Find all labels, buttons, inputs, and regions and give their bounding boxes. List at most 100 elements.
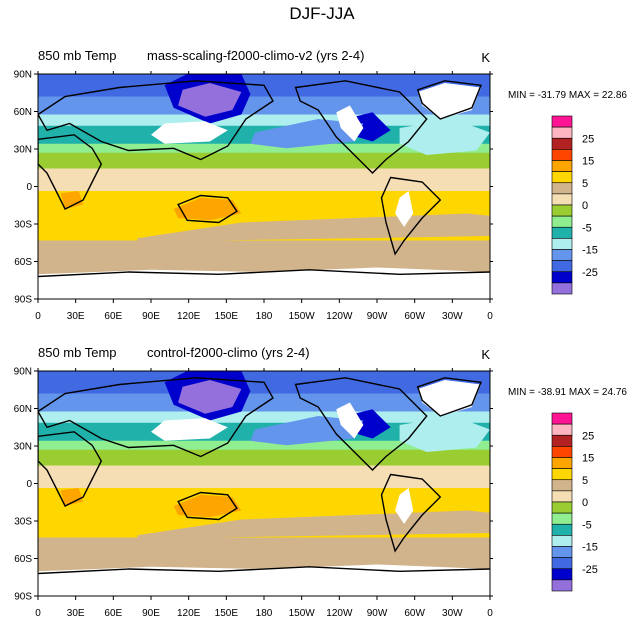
field-npacific-tongue (250, 119, 364, 149)
mask-rockies (336, 105, 364, 142)
contour-field (38, 74, 490, 299)
colorbar-swatch (551, 282, 573, 295)
field-band-green (38, 150, 490, 169)
x-tick-label: 120W (326, 311, 353, 322)
field-natlantic (399, 416, 490, 452)
colorbar-swatch (551, 171, 573, 184)
x-tick-label: 120E (177, 311, 201, 322)
x-tick-label: 90W (367, 608, 388, 619)
colorbar-label: -5 (582, 222, 592, 234)
field-band-green (38, 447, 490, 466)
colorbar-swatch (551, 512, 573, 525)
x-tick-label: 150W (289, 608, 316, 619)
coast-antarctica (38, 269, 490, 278)
colorbar-label: 0 (582, 200, 588, 212)
colorbar-label: 0 (582, 497, 588, 509)
x-tick-label: 120W (326, 608, 353, 619)
colorbar-label: 15 (582, 453, 594, 465)
colorbar-swatch (551, 226, 573, 239)
colorbar-swatch (551, 468, 573, 481)
x-tick-label: 150E (215, 311, 239, 322)
colorbar-swatch (551, 115, 573, 128)
colorbar-label: -25 (582, 267, 598, 279)
colorbar-label: 25 (582, 133, 594, 145)
x-tick-label: 180 (256, 311, 273, 322)
colorbar-label: -15 (582, 542, 598, 554)
colorbar-swatch (551, 126, 573, 139)
coast-eurasia (38, 80, 274, 161)
colorbar-swatch (551, 412, 573, 425)
panel-units-label: K (481, 50, 490, 65)
x-tick-label: 30E (67, 311, 85, 322)
x-tick-label: 0 (487, 608, 493, 619)
field-africa-warm (60, 191, 84, 209)
y-tick-label: 90N (14, 367, 32, 378)
y-tick-label: 30N (14, 145, 32, 156)
coast-greenland (416, 377, 482, 417)
coast-north-america (294, 377, 428, 471)
coast-south-america (380, 176, 442, 256)
x-tick-label: 0 (35, 608, 41, 619)
field-band-cornflower (38, 391, 490, 412)
y-tick-label: 60S (14, 554, 32, 565)
panel-variable-label: 850 mb Temp (38, 48, 117, 63)
y-tick-label: 0 (26, 182, 32, 193)
colorbar-swatch (551, 501, 573, 514)
colorbar-label: 25 (582, 430, 594, 442)
panel-case-label: mass-scaling-f2000-climo-v2 (yrs 2-4) (147, 48, 364, 63)
field-band-lightgreen (38, 141, 490, 153)
colorbar-swatch (551, 579, 573, 592)
colorbar-swatch (551, 260, 573, 273)
colorbar-swatch (551, 249, 573, 261)
x-tick-label: 90E (142, 608, 160, 619)
y-tick-label: 60S (14, 257, 32, 268)
mask-antarctica (38, 564, 490, 596)
colorbar-swatch (551, 238, 573, 250)
colorbar-label: -15 (582, 245, 598, 257)
colorbar-swatch (551, 271, 573, 284)
colorbar-label: -25 (582, 564, 598, 576)
colorbar-swatch (551, 490, 573, 503)
mask-antarctica (38, 267, 490, 299)
x-tick-label: 0 (487, 311, 493, 322)
colorbar-swatch (551, 423, 573, 436)
colorbar-label: 15 (582, 156, 594, 168)
colorbar-swatch (551, 137, 573, 150)
coast-eurasia (38, 377, 274, 458)
y-tick-label: 90N (14, 70, 32, 81)
colorbar-swatch (551, 546, 573, 558)
colorbar-swatch (551, 160, 573, 172)
coast-south-america (380, 473, 442, 553)
main-title: DJF-JJA (289, 4, 355, 23)
x-tick-label: 60E (104, 608, 122, 619)
y-tick-label: 0 (26, 479, 32, 490)
x-tick-label: 60W (404, 311, 425, 322)
colorbar-swatch (551, 479, 573, 492)
field-natlantic (399, 119, 490, 155)
colorbar-swatch (551, 557, 573, 570)
coast-north-america (294, 80, 428, 174)
x-tick-label: 60E (104, 311, 122, 322)
colorbar-label: 5 (582, 178, 588, 190)
x-tick-label: 150E (215, 608, 239, 619)
mask-tibet (151, 121, 228, 144)
panel-case-label: control-f2000-climo (yrs 2-4) (147, 345, 310, 360)
colorbar-swatch (551, 149, 573, 161)
coast-africa (38, 431, 103, 507)
colorbar-label: -5 (582, 519, 592, 531)
coast-australia (177, 194, 238, 224)
field-band-lightgreen (38, 438, 490, 450)
field-australia-warm (173, 494, 242, 518)
field-africa-warm (60, 488, 84, 506)
contour-field (38, 371, 490, 596)
min-max-label: MIN = -38.91 MAX = 24.76 (508, 387, 627, 398)
x-tick-label: 180 (256, 608, 273, 619)
panels: 850 mb Temp mass-scaling-f2000-climo-v2 (… (14, 48, 628, 619)
field-australia-warm (173, 197, 242, 221)
field-siberia-min (178, 380, 242, 414)
y-tick-label: 30N (14, 442, 32, 453)
colorbar-swatch (551, 434, 573, 447)
x-tick-label: 30W (442, 608, 463, 619)
x-tick-label: 150W (289, 311, 316, 322)
mask-rockies (336, 402, 364, 439)
